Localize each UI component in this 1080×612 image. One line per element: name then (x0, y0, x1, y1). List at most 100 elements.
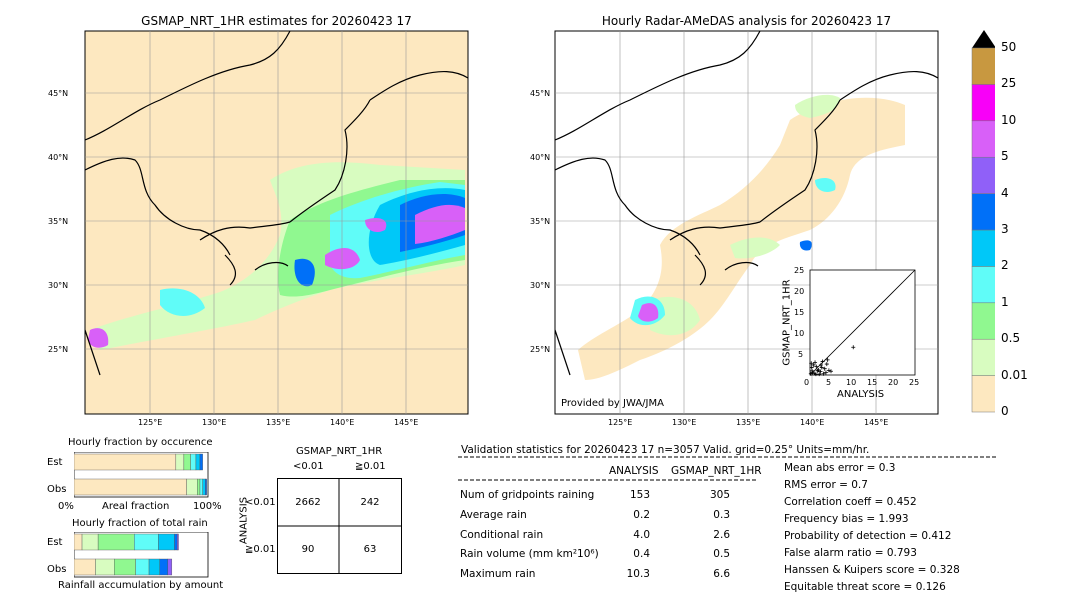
stat-label: Conditional rain (460, 529, 544, 541)
occurrence-est-bar (74, 453, 203, 471)
stat-analysis: 10.3 (626, 568, 650, 580)
colorbar-bin (971, 156, 995, 194)
bar-segment (175, 453, 185, 471)
inset-ytick: 5 (798, 350, 804, 359)
colorbar-bin (971, 338, 995, 376)
validation-col-analysis: ANALYSIS (609, 465, 659, 477)
bar-segment (74, 533, 83, 551)
inset-ylabel: GSMAP_NRT_1HR (781, 279, 793, 366)
right-map-title: Hourly Radar-AMeDAS analysis for 2026042… (601, 14, 892, 28)
stat-analysis: 0.2 (633, 509, 650, 521)
contingency-col-label: <0.01 (293, 461, 324, 472)
colorbar-label: 0.5 (1001, 331, 1021, 346)
inset-scatter (808, 269, 916, 377)
scatter-point (820, 359, 825, 364)
scatter-point (813, 372, 818, 377)
score-line: False alarm ratio = 0.793 (784, 547, 917, 559)
bar-segment (74, 558, 96, 576)
stat-label: Num of gridpoints raining (460, 489, 595, 501)
left-lon-label: 125°E (138, 418, 163, 427)
right-lon-label: 130°E (672, 418, 697, 427)
bar-segment (95, 558, 115, 576)
right-lat-label: 30°N (530, 281, 551, 290)
contingency-col-label: ≧0.01 (355, 461, 386, 472)
left-lon-label: 140°E (330, 418, 355, 427)
colorbar-label: 25 (1001, 76, 1017, 91)
right-lon-label: 135°E (736, 418, 761, 427)
stat-gsmap: 2.6 (713, 529, 730, 541)
right-map-grid (555, 31, 938, 414)
score-line: Correlation coeff = 0.452 (784, 496, 917, 508)
bar-segment (183, 453, 191, 471)
inset-ytick: 20 (794, 287, 805, 296)
stat-gsmap: 0.5 (713, 548, 730, 560)
scatter-point (815, 368, 820, 373)
contingency-grid (277, 478, 402, 574)
scatter-point (816, 367, 821, 372)
scatter-point (825, 357, 830, 362)
stat-analysis: 4.0 (633, 529, 650, 541)
total-rain-xlabel: Rainfall accumulation by amount (58, 580, 224, 591)
left-lon-label: 135°E (266, 418, 291, 427)
left-map-grid (85, 31, 468, 414)
bar-segment (81, 533, 99, 551)
bar-segment (158, 533, 175, 551)
colorbar-bin (971, 302, 995, 340)
scatter-point (821, 371, 826, 376)
scatter-point (811, 362, 816, 367)
inset-xtick: 5 (826, 378, 832, 387)
bar-segment (135, 558, 150, 576)
left-map-coastline (84, 30, 469, 376)
occurrence-est-label: Est (47, 457, 63, 468)
bar-segment (199, 478, 203, 496)
scatter-point (851, 345, 856, 350)
colorbar-label: 3 (1001, 222, 1009, 236)
scatter-point (817, 372, 822, 377)
scatter-point (810, 370, 815, 375)
contingency-cell: 63 (363, 544, 377, 555)
colorbar-label: 4 (1001, 185, 1009, 200)
contingency-row-label: ≧0.01 (245, 544, 276, 555)
colorbar-bin (971, 266, 995, 304)
colorbar-label: 0 (1001, 404, 1009, 418)
score-line: Probability of detection = 0.412 (784, 530, 952, 542)
left-lon-label: 130°E (202, 418, 227, 427)
contingency-cell: 90 (301, 544, 315, 555)
colorbar-label: 10 (1001, 112, 1017, 127)
occurrence-xlabel: Areal fraction (102, 501, 170, 512)
contingency-title: GSMAP_NRT_1HR (296, 446, 383, 457)
inset-ytick: 15 (794, 308, 805, 317)
scatter-point (813, 360, 818, 365)
bar-segment (176, 533, 179, 551)
right-lat-label: 35°N (530, 217, 551, 226)
scatter-point (826, 368, 831, 373)
contingency-cell: 242 (360, 497, 380, 508)
left-map-rain (88, 162, 465, 350)
stat-label: Maximum rain (460, 568, 536, 580)
total-rain-obs-bar (74, 558, 173, 576)
validation-dividers (458, 456, 996, 481)
left-lat-label: 30°N (48, 281, 69, 290)
bar-segment (190, 453, 197, 471)
stat-analysis: 0.4 (633, 548, 650, 560)
score-line: Hanssen & Kuipers score = 0.328 (784, 564, 960, 576)
score-line: Frequency bias = 1.993 (784, 513, 909, 525)
bar-segment (74, 453, 177, 471)
occurrence-obs-bar (74, 478, 207, 496)
total-rain-title: Hourly fraction of total rain (72, 518, 208, 529)
bar-segment (148, 558, 160, 576)
colorbar-bin (971, 47, 995, 85)
right-lon-label: 145°E (864, 418, 889, 427)
score-line: Mean abs error = 0.3 (784, 462, 896, 474)
contingency-cell: 2662 (295, 497, 321, 508)
validation-col-gsmap: GSMAP_NRT_1HR (671, 465, 762, 477)
left-lon-label: 145°E (394, 418, 419, 427)
occurrence-title: Hourly fraction by occurence (68, 437, 213, 448)
inset-ytick: 10 (794, 329, 805, 338)
colorbar-label: 1 (1001, 294, 1009, 309)
right-lat-label: 45°N (530, 89, 551, 98)
right-map (554, 30, 939, 415)
bar-segment (205, 478, 207, 496)
right-lat-label: 40°N (530, 153, 551, 162)
left-lat-label: 25°N (48, 345, 69, 354)
